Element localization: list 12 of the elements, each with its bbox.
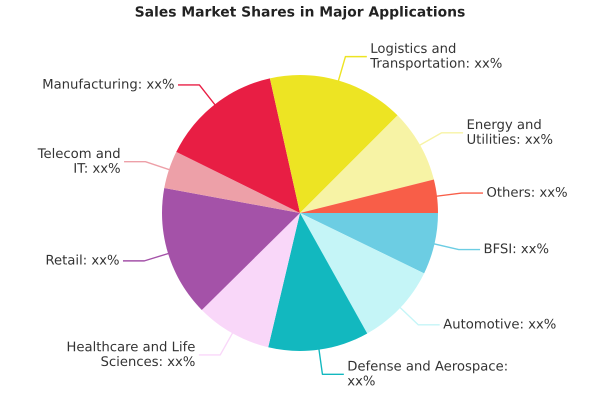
pie-slice <box>176 78 300 213</box>
slice-label: Manufacturing: xx% <box>44 78 174 92</box>
chart-title: Sales Market Shares in Major Applications <box>136 6 465 20</box>
slice-label: Healthcare and Life Sciences: xx% <box>68 341 195 366</box>
slice-label: Defense and Aerospace: xx% <box>348 360 507 386</box>
slice-label: Energy and Utilities: xx% <box>468 118 552 144</box>
slice-label: Others: xx% <box>487 186 567 197</box>
slice-label: Retail: xx% <box>46 254 119 265</box>
slice-label: Logistics and Transportation: xx% <box>370 42 502 70</box>
slice-label: Automotive: xx% <box>443 318 556 329</box>
slice-label: BFSI: xx% <box>484 243 548 254</box>
slice-label: Telecom and IT: xx% <box>38 148 120 173</box>
